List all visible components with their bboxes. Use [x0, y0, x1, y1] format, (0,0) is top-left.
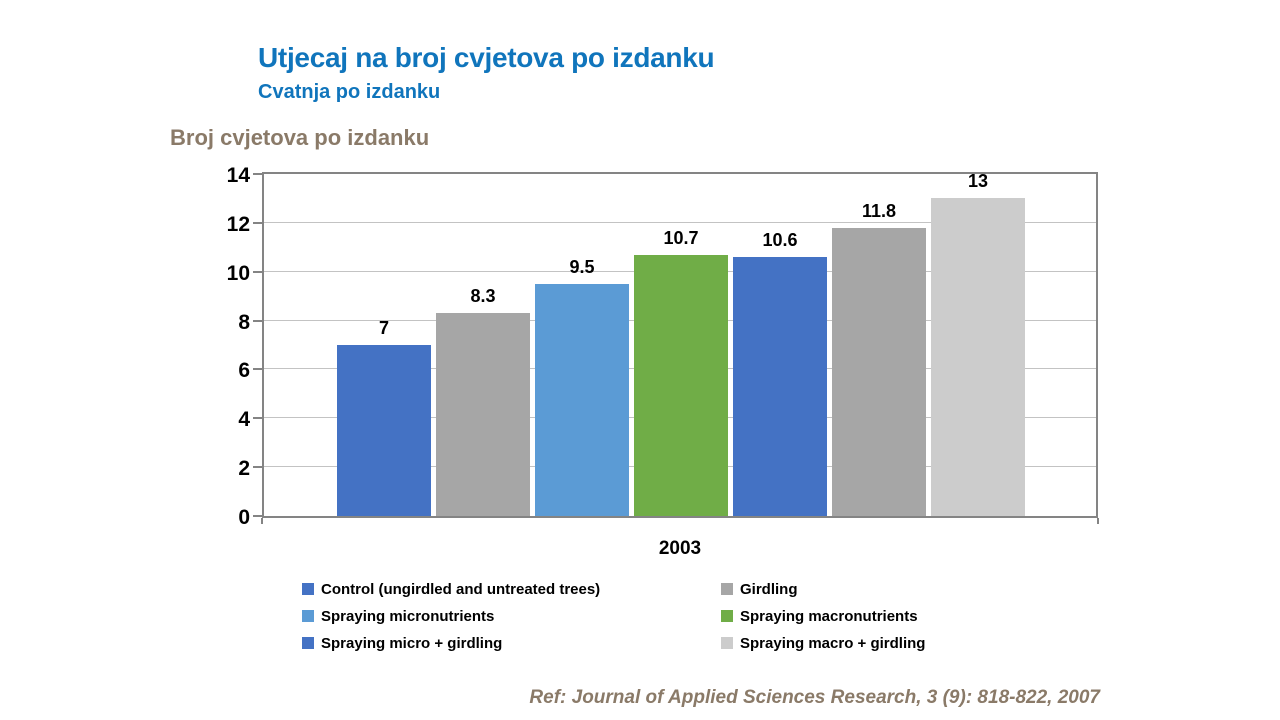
y-axis-tick-mark — [253, 368, 262, 371]
legend-item-2: Girdling — [721, 581, 925, 600]
bar-6 — [832, 227, 926, 516]
y-axis-title: Broj cvjetova po izdanku — [170, 125, 430, 150]
chart-legend: Control (ungirdled and untreated trees) G… — [302, 581, 925, 654]
y-axis-tick-label: 6 — [238, 359, 250, 383]
x-axis-tick-mark — [261, 518, 263, 524]
gridline-y-12 — [264, 221, 1096, 223]
title-block: Utjecaj na broj cvjetova po izdanku Cvat… — [258, 42, 715, 104]
legend-item-5: Spraying micro + girdling — [302, 635, 721, 654]
legend-item-6: Spraying macro + girdling — [721, 635, 925, 654]
legend-item-1: Control (ungirdled and untreated trees) — [302, 581, 721, 600]
bar-value-label: 7 — [378, 318, 389, 338]
legend-label: Girdling — [740, 581, 798, 598]
legend-label: Spraying macro + girdling — [740, 635, 926, 652]
reference-citation: Ref: Journal of Applied Sciences Researc… — [529, 687, 1100, 708]
y-axis-tick-mark — [253, 466, 262, 469]
bar-2 — [436, 313, 530, 516]
page-title: Utjecaj na broj cvjetova po izdanku — [258, 42, 715, 73]
y-axis-tick-mark — [253, 173, 262, 175]
y-axis-tick-label: 14 — [226, 164, 250, 187]
y-axis-tick-mark — [253, 515, 262, 517]
y-axis-tick-label: 8 — [238, 310, 250, 334]
legend-swatch — [721, 583, 733, 595]
bar-5 — [733, 257, 827, 516]
bar-value-label: 10.7 — [663, 227, 699, 248]
bar-4 — [634, 254, 728, 516]
y-axis-tick-label: 12 — [226, 212, 250, 236]
legend-label: Spraying micro + girdling — [321, 635, 503, 652]
legend-swatch — [721, 610, 733, 622]
bar-value-label: 9.5 — [569, 256, 595, 277]
y-axis-tick-label: 2 — [238, 457, 250, 481]
y-axis-tick-label: 0 — [238, 506, 250, 529]
legend-swatch — [302, 637, 314, 649]
x-axis-category-label: 2003 — [658, 538, 702, 559]
y-axis-tick-mark — [253, 270, 262, 273]
y-axis-tick-label: 4 — [238, 408, 250, 432]
y-axis-tick-label: 10 — [226, 261, 250, 285]
y-axis-tick-mark — [253, 417, 262, 420]
legend-label: Control (ungirdled and untreated trees) — [321, 581, 601, 598]
bar-value-label: 13 — [967, 171, 989, 192]
bar-3 — [535, 283, 629, 516]
y-axis-tick-mark — [253, 221, 262, 224]
plot-area: 7 8.3 9.5 10.7 10.6 11.8 13 — [262, 171, 1098, 518]
legend-item-4: Spraying macronutrients — [721, 608, 925, 627]
bar-7 — [931, 198, 1025, 516]
legend-label: Spraying macronutrients — [740, 608, 918, 625]
x-axis-tick-mark — [1097, 518, 1099, 524]
y-axis-tick-mark — [253, 319, 262, 322]
bar-value-label: 8.3 — [470, 286, 496, 307]
bar-value-label: 10.6 — [762, 230, 798, 251]
legend-swatch — [302, 610, 314, 622]
bar-1 — [337, 345, 431, 516]
page-subtitle: Cvatnja po izdanku — [258, 81, 441, 103]
legend-swatch — [302, 583, 314, 595]
bar-value-label: 11.8 — [861, 200, 897, 221]
legend-swatch — [721, 637, 733, 649]
legend-label: Spraying micronutrients — [321, 608, 495, 625]
legend-item-3: Spraying micronutrients — [302, 608, 721, 627]
